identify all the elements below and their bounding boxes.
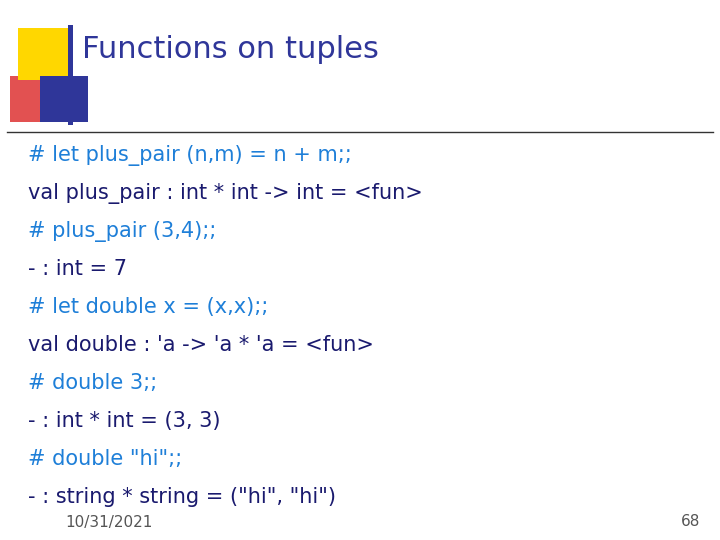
Bar xyxy=(68,25,73,125)
Text: - : int = 7: - : int = 7 xyxy=(28,259,127,279)
Text: # double 3;;: # double 3;; xyxy=(28,373,157,393)
Bar xyxy=(18,28,70,80)
Bar xyxy=(40,76,88,122)
Text: val double : 'a -> 'a * 'a = <fun>: val double : 'a -> 'a * 'a = <fun> xyxy=(28,335,374,355)
Text: - : int * int = (3, 3): - : int * int = (3, 3) xyxy=(28,411,220,431)
Text: 10/31/2021: 10/31/2021 xyxy=(65,515,153,530)
Text: # double "hi";;: # double "hi";; xyxy=(28,449,182,469)
Text: # plus_pair (3,4);;: # plus_pair (3,4);; xyxy=(28,220,216,241)
Text: # let double x = (x,x);;: # let double x = (x,x);; xyxy=(28,297,269,317)
Text: 68: 68 xyxy=(680,515,700,530)
Text: - : string * string = ("hi", "hi"): - : string * string = ("hi", "hi") xyxy=(28,487,336,507)
Bar xyxy=(10,76,58,122)
Text: Functions on tuples: Functions on tuples xyxy=(82,36,379,64)
Text: # let plus_pair (n,m) = n + m;;: # let plus_pair (n,m) = n + m;; xyxy=(28,145,352,165)
Text: val plus_pair : int * int -> int = <fun>: val plus_pair : int * int -> int = <fun> xyxy=(28,183,423,204)
